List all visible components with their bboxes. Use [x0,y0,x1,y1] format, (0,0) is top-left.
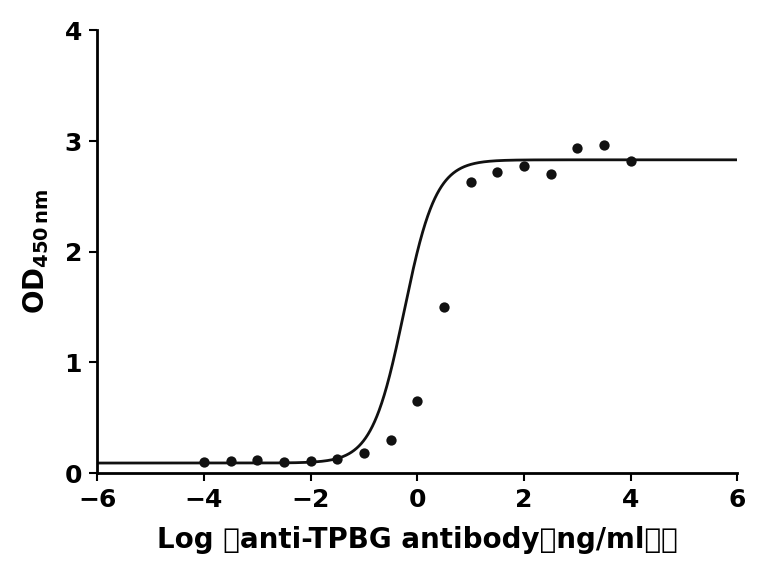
Point [465,177,477,186]
Y-axis label: OD$_\mathbf{450\,nm}$: OD$_\mathbf{450\,nm}$ [21,189,51,315]
Point [438,302,450,312]
Point [252,455,264,465]
Point [198,457,210,466]
Point [545,170,557,179]
Point [492,167,504,177]
Point [358,448,370,458]
Point [331,454,344,463]
X-axis label: Log （anti-TPBG antibody（ng/ml））: Log （anti-TPBG antibody（ng/ml）） [157,526,678,554]
Point [518,162,530,171]
Point [225,456,237,465]
Point [411,397,423,406]
Point [384,435,397,444]
Point [304,456,317,465]
Point [624,156,637,166]
Point [571,143,584,152]
Point [598,141,611,150]
Point [278,457,290,466]
